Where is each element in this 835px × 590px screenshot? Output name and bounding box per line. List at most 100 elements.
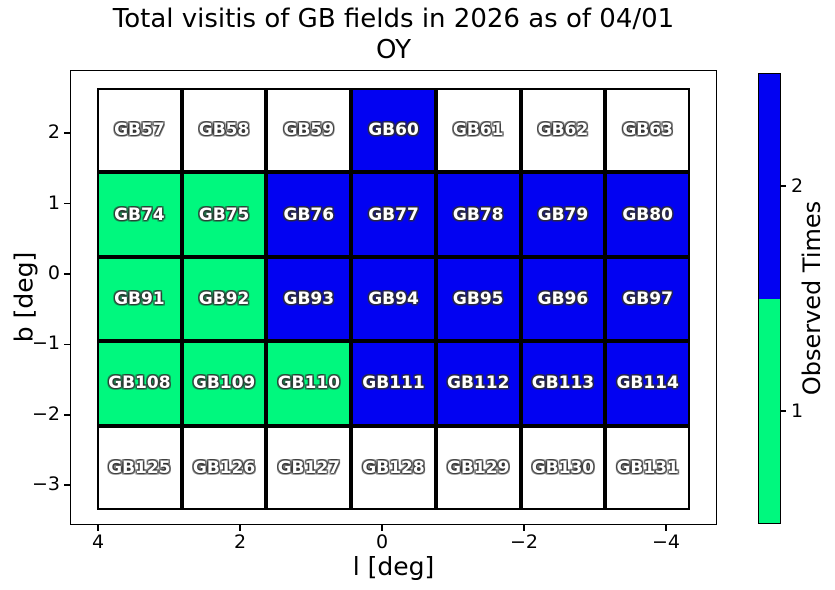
field-cell-GB125: GB125 — [97, 425, 182, 510]
x-tick-mark — [523, 525, 525, 531]
field-label: GB79 — [537, 204, 589, 225]
field-label: GB108 — [108, 373, 171, 394]
colorbar-tick-label: 1 — [791, 400, 804, 423]
field-label: GB58 — [198, 120, 250, 141]
y-tick-label: 2 — [47, 121, 60, 144]
field-cell-GB59: GB59 — [266, 88, 352, 173]
field-label: GB91 — [114, 288, 165, 309]
field-label: GB127 — [277, 457, 340, 478]
y-tick-label: −2 — [31, 402, 60, 425]
field-cell-GB114: GB114 — [605, 341, 690, 426]
field-label: GB59 — [283, 120, 335, 141]
x-tick-label: 2 — [233, 531, 247, 553]
field-label: GB95 — [452, 288, 504, 309]
x-tick-mark — [239, 525, 241, 531]
field-cell-GB95: GB95 — [435, 256, 521, 342]
y-tick-label: −3 — [31, 473, 60, 496]
field-cell-GB108: GB108 — [97, 341, 182, 426]
x-tick-label: 0 — [375, 531, 389, 553]
field-cell-GB109: GB109 — [181, 341, 267, 426]
field-cell-GB130: GB130 — [520, 425, 606, 510]
colorbar-label: Observed Times — [798, 200, 826, 396]
field-label: GB126 — [192, 457, 256, 478]
field-label: GB112 — [447, 373, 510, 394]
plot-title: Total visitis of GB fields in 2026 as of… — [70, 4, 717, 66]
colorbar — [758, 73, 781, 524]
field-label: GB63 — [622, 120, 673, 141]
y-tick-mark — [64, 343, 70, 346]
field-cell-GB60: GB60 — [351, 88, 436, 173]
x-tick-mark — [381, 525, 383, 531]
field-cell-GB63: GB63 — [605, 88, 690, 173]
field-cell-GB62: GB62 — [520, 88, 606, 173]
field-cell-GB77: GB77 — [351, 172, 436, 257]
colorbar-tick-mark — [781, 410, 786, 413]
field-label: GB97 — [622, 288, 673, 309]
field-label: GB96 — [537, 288, 589, 309]
field-label: GB76 — [283, 204, 335, 225]
plot-title-line1: Total visitis of GB fields in 2026 as of… — [112, 4, 675, 34]
field-label: GB75 — [198, 204, 250, 225]
colorbar-tick-mark — [781, 184, 786, 187]
y-tick-mark — [64, 132, 70, 134]
field-cell-GB126: GB126 — [181, 425, 267, 510]
x-tick-label: −4 — [651, 531, 680, 553]
field-label: GB80 — [622, 204, 673, 225]
y-axis-label: b [deg] — [9, 251, 39, 343]
colorbar-green-segment — [759, 298, 780, 523]
y-tick-mark — [64, 414, 70, 416]
field-cell-GB58: GB58 — [181, 88, 267, 173]
field-cell-GB91: GB91 — [97, 256, 182, 342]
field-label: GB128 — [362, 457, 425, 478]
field-cell-GB80: GB80 — [605, 172, 690, 257]
field-cell-GB113: GB113 — [520, 341, 606, 426]
field-grid: GB57 GB58 GB59 GB60 GB61 GB62 GB63 GB74 GB75 GB76… — [97, 88, 690, 510]
colorbar-blue-segment — [759, 74, 780, 299]
field-label: GB93 — [283, 288, 335, 309]
field-label: GB57 — [114, 120, 165, 141]
field-cell-GB112: GB112 — [435, 341, 521, 426]
field-label: GB130 — [531, 457, 595, 478]
y-tick-mark — [64, 484, 70, 486]
y-tick-mark — [64, 273, 70, 275]
field-label: GB61 — [452, 120, 504, 141]
field-label: GB94 — [368, 288, 419, 309]
field-label: GB114 — [616, 373, 679, 394]
field-cell-GB111: GB111 — [351, 341, 436, 426]
field-cell-GB110: GB110 — [266, 341, 352, 426]
field-cell-GB93: GB93 — [266, 256, 352, 342]
field-label: GB111 — [362, 373, 425, 394]
field-cell-GB128: GB128 — [351, 425, 436, 510]
x-axis-label: l [deg] — [352, 552, 435, 581]
colorbar-tick-label: 2 — [791, 174, 804, 197]
plot-title-line2: OY — [376, 35, 411, 65]
field-cell-GB79: GB79 — [520, 172, 606, 257]
y-tick-label: −1 — [31, 332, 60, 355]
field-cell-GB127: GB127 — [266, 425, 352, 510]
field-label: GB60 — [368, 120, 419, 141]
field-label: GB92 — [198, 288, 250, 309]
field-label: GB125 — [108, 457, 171, 478]
field-cell-GB75: GB75 — [181, 172, 267, 257]
field-cell-GB129: GB129 — [435, 425, 521, 510]
field-label: GB131 — [616, 457, 679, 478]
field-cell-GB57: GB57 — [97, 88, 182, 173]
field-cell-GB74: GB74 — [97, 172, 182, 257]
field-label: GB62 — [537, 120, 589, 141]
field-cell-GB92: GB92 — [181, 256, 267, 342]
field-label: GB78 — [452, 204, 504, 225]
x-tick-mark — [97, 525, 99, 531]
x-tick-label: −2 — [509, 531, 538, 553]
field-cell-GB97: GB97 — [605, 256, 690, 342]
field-cell-GB96: GB96 — [520, 256, 606, 342]
field-label: GB74 — [114, 204, 165, 225]
field-label: GB109 — [192, 373, 256, 394]
x-tick-label: 4 — [91, 531, 105, 553]
field-label: GB113 — [531, 373, 595, 394]
y-tick-label: 1 — [47, 191, 60, 214]
field-cell-GB76: GB76 — [266, 172, 352, 257]
x-tick-mark — [665, 525, 667, 531]
field-label: GB77 — [368, 204, 419, 225]
field-label: GB110 — [277, 373, 340, 394]
